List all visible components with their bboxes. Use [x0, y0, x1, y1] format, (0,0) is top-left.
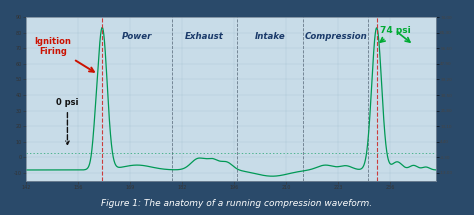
Text: 0 psi: 0 psi	[56, 98, 79, 144]
Text: Exhaust: Exhaust	[185, 32, 224, 41]
Text: Figure 1: The anatomy of a running compression waveform.: Figure 1: The anatomy of a running compr…	[101, 199, 373, 208]
Text: Power: Power	[122, 32, 152, 41]
Text: 74 psi: 74 psi	[380, 26, 410, 42]
Text: Ignition
Firing: Ignition Firing	[35, 37, 94, 72]
Text: Compression: Compression	[304, 32, 367, 41]
Text: Intake: Intake	[255, 32, 285, 41]
